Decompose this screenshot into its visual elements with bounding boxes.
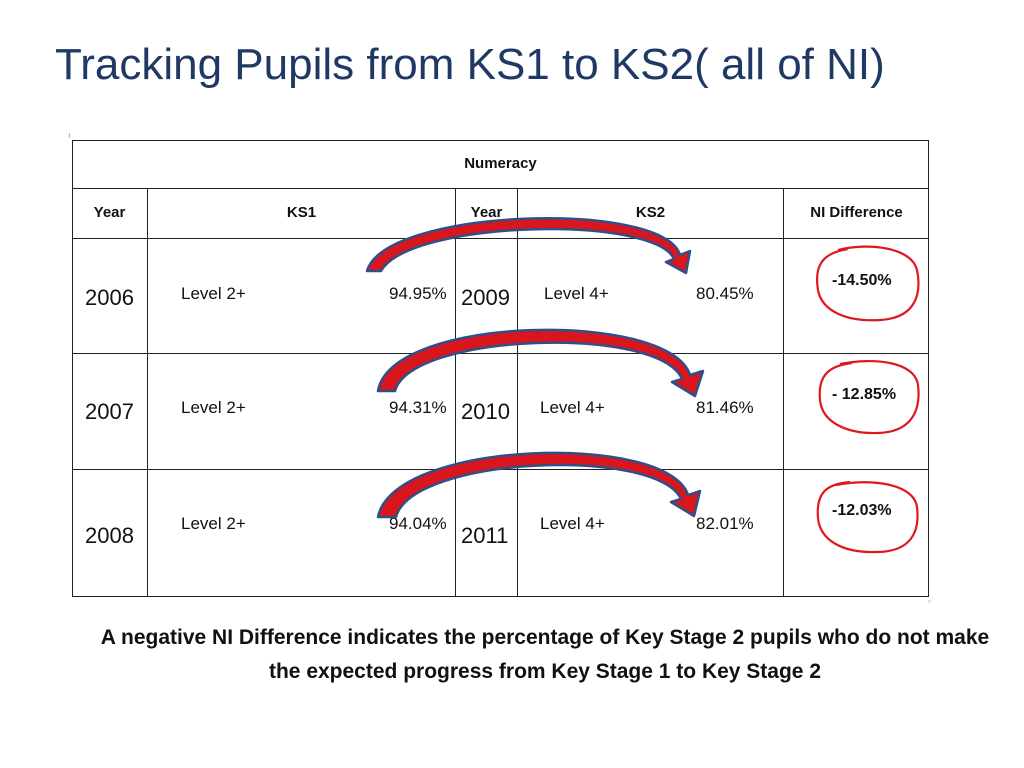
table-row-year-ks1: 2008 xyxy=(85,523,134,548)
table-caption: Numeracy xyxy=(464,155,537,172)
header-ni-difference: NI Difference xyxy=(810,204,903,221)
footnote-line-1: A negative NI Difference indicates the p… xyxy=(100,626,990,649)
header-ks1: KS1 xyxy=(286,204,317,221)
ks1-level: Level 2+ xyxy=(181,398,246,417)
table-row-year-ks1: 2006 xyxy=(85,285,134,310)
ks2-percentage: 80.45% xyxy=(696,284,754,303)
ni-difference-value: -14.50% xyxy=(832,272,892,289)
row-divider xyxy=(72,188,929,189)
row-divider xyxy=(72,238,929,239)
footnote: A negative NI Difference indicates the p… xyxy=(90,621,1000,689)
table-row-year-ks2: 2010 xyxy=(461,399,510,424)
table-row-year-ks1: 2007 xyxy=(85,399,134,424)
column-divider xyxy=(517,188,518,597)
slide-title: Tracking Pupils from KS1 to KS2( all of … xyxy=(55,40,885,89)
header-year-ks2: Year xyxy=(470,204,503,221)
ks2-percentage: 81.46% xyxy=(696,398,754,417)
column-divider xyxy=(147,188,148,597)
ks2-level: Level 4+ xyxy=(540,514,605,533)
footnote-line-2: the expected progress from Key Stage 1 t… xyxy=(268,660,822,683)
numeracy-table: Numeracy Year KS1 Year KS2 NI Difference… xyxy=(72,140,929,597)
ks2-level: Level 4+ xyxy=(540,398,605,417)
header-ks2: KS2 xyxy=(635,204,666,221)
ks1-percentage: 94.04% xyxy=(389,514,447,533)
column-divider xyxy=(783,188,784,597)
table-corner-mark: ▫ xyxy=(928,596,932,606)
ks2-level: Level 4+ xyxy=(544,284,609,303)
ks2-percentage: 82.01% xyxy=(696,514,754,533)
table-corner-mark: ı xyxy=(68,130,71,140)
row-divider xyxy=(72,353,929,354)
ni-difference-value: - 12.85% xyxy=(832,386,897,403)
table-row-year-ks2: 2009 xyxy=(461,285,510,310)
column-divider xyxy=(455,188,456,597)
ni-difference-value: -12.03% xyxy=(832,502,892,519)
table-border-top xyxy=(72,140,929,141)
ks1-percentage: 94.95% xyxy=(389,284,447,303)
table-border-left xyxy=(72,140,73,597)
row-divider xyxy=(72,469,929,470)
table-border-bottom xyxy=(72,596,929,597)
ks1-percentage: 94.31% xyxy=(389,398,447,417)
table-row-year-ks2: 2011 xyxy=(461,523,509,548)
ks1-level: Level 2+ xyxy=(181,514,246,533)
table-border-right xyxy=(928,140,929,597)
ks1-level: Level 2+ xyxy=(181,284,246,303)
header-year-ks1: Year xyxy=(93,204,126,221)
